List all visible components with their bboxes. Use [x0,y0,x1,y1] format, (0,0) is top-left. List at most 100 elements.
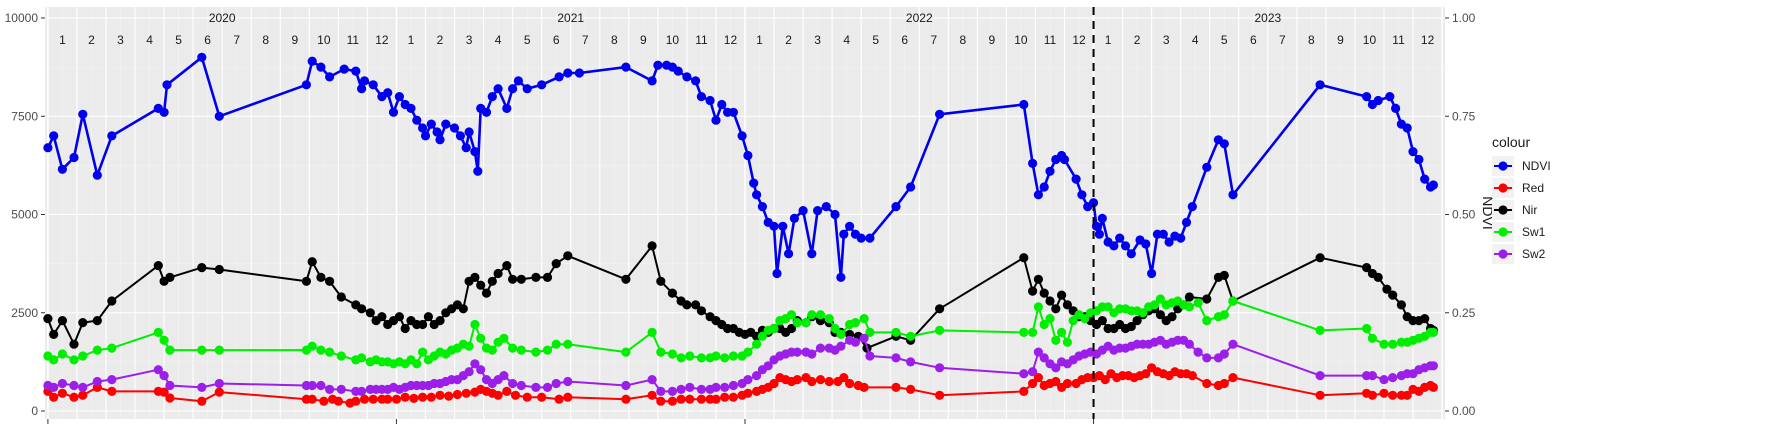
data-point [1039,182,1049,192]
data-point [850,318,861,328]
month-label: 5 [175,33,182,47]
data-point [507,378,518,389]
data-point [935,304,945,314]
data-point [107,375,117,385]
data-point [1033,190,1043,200]
month-label: 9 [291,33,298,47]
legend-item-sw1: Sw1 [1492,222,1546,242]
data-point [197,345,207,355]
data-point [426,119,436,129]
data-point [1382,284,1392,294]
data-point [839,229,849,239]
data-point [1202,294,1212,304]
data-point [763,361,773,371]
data-point [830,323,840,334]
legend-key-point [1498,161,1508,171]
data-point [1379,339,1389,349]
data-point [1126,321,1136,332]
data-point [1428,361,1438,371]
left-tick-label: 0 [31,404,38,418]
data-point [1097,213,1107,223]
left-tick-label: 7500 [11,109,38,123]
data-point [383,394,393,404]
data-point [798,206,808,216]
data-point [1228,190,1238,200]
data-point [792,375,802,385]
data-point [772,268,782,279]
data-point [647,76,657,86]
data-point [1097,316,1107,326]
data-point [845,378,855,389]
data-point [824,314,834,324]
data-point [1193,347,1203,357]
year-label: 2022 [906,11,933,25]
data-point [461,143,471,153]
data-point [420,131,431,141]
data-point [749,178,759,188]
month-label: 3 [1163,33,1170,47]
legend-key-point [1498,183,1508,193]
data-point [1193,298,1203,308]
data-point [691,76,701,86]
data-point [336,384,346,394]
data-point [1388,339,1398,349]
data-point [493,268,503,279]
data-point [1051,304,1061,314]
data-point [839,373,849,383]
data-point [563,251,573,261]
data-point [78,382,88,392]
data-point [43,314,53,324]
legend-label: Nir [1522,203,1537,217]
data-point [1379,375,1389,385]
data-point [1051,363,1061,373]
data-point [107,131,117,141]
month-label: 9 [640,33,647,47]
data-point [92,316,102,326]
data-point [696,394,707,404]
data-point [821,202,831,212]
data-point [92,345,102,355]
month-label: 6 [553,33,560,47]
data-point [786,310,797,320]
data-point [1088,198,1099,208]
grid-major [45,7,1445,419]
data-point [1228,339,1238,349]
data-point [516,380,526,391]
data-point [906,384,916,394]
data-point [1155,310,1165,320]
data-point [307,257,317,267]
data-point [57,388,67,398]
data-point [1033,274,1043,284]
data-point [1019,327,1029,337]
data-point [1428,382,1438,392]
data-point [470,147,480,157]
data-point [1149,300,1160,310]
data-point [935,363,945,373]
data-point [769,221,779,231]
data-point [426,392,436,402]
data-point [647,375,657,385]
data-point [1379,388,1389,398]
data-point [357,386,367,396]
legend-item-ndvi: NDVI [1492,156,1551,176]
data-point [696,92,707,102]
data-point [507,84,518,94]
data-point [502,103,512,113]
data-point [1028,378,1038,389]
data-point [836,341,846,351]
data-point [464,127,474,137]
data-point [537,392,547,402]
month-label: 5 [1221,33,1228,47]
month-label: 12 [1421,33,1435,47]
data-point [49,382,59,392]
data-point [1315,390,1325,400]
year-label: 2020 [209,11,236,25]
data-point [319,396,329,406]
data-point [107,386,117,396]
data-point [542,382,553,392]
series-layer [43,52,1438,408]
legend-label: Sw2 [1522,247,1546,261]
data-point [435,135,445,145]
data-point [359,394,370,404]
data-point [336,292,346,302]
